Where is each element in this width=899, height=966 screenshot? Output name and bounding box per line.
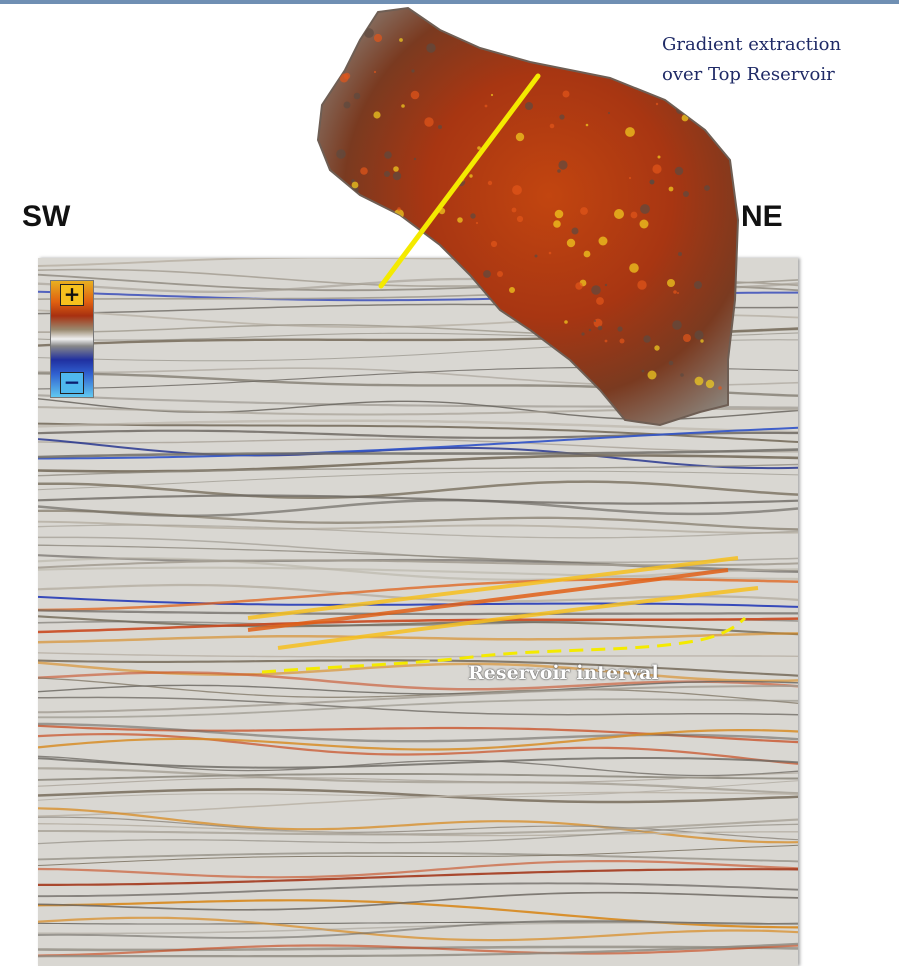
seismic-section bbox=[38, 258, 798, 966]
section-trace-line bbox=[378, 73, 541, 289]
gradient-caption: Gradient extraction over Top Reservoir bbox=[662, 30, 898, 90]
amplitude-color-scale: + − bbox=[50, 280, 94, 398]
reservoir-interval-label: Reservoir interval bbox=[468, 662, 659, 684]
caption-line-2: over Top Reservoir bbox=[662, 64, 835, 85]
top-border bbox=[0, 0, 899, 4]
ne-direction-label: NE bbox=[741, 200, 783, 233]
scale-negative-label: − bbox=[60, 372, 84, 394]
caption-line-1: Gradient extraction bbox=[662, 34, 842, 55]
seismic-reflectors bbox=[38, 258, 798, 958]
sw-direction-label: SW bbox=[22, 200, 71, 233]
scale-positive-label: + bbox=[60, 284, 84, 306]
